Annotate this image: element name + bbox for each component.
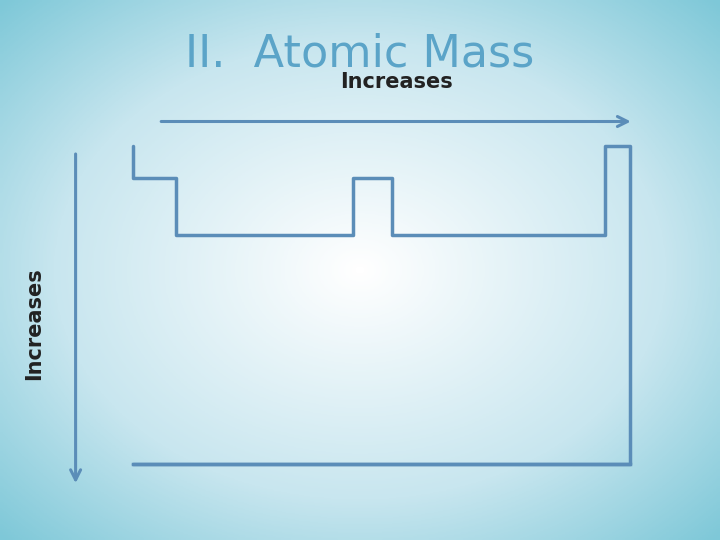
Text: Increases: Increases [340, 72, 452, 92]
Text: II.  Atomic Mass: II. Atomic Mass [185, 32, 535, 76]
Text: Increases: Increases [24, 268, 45, 380]
